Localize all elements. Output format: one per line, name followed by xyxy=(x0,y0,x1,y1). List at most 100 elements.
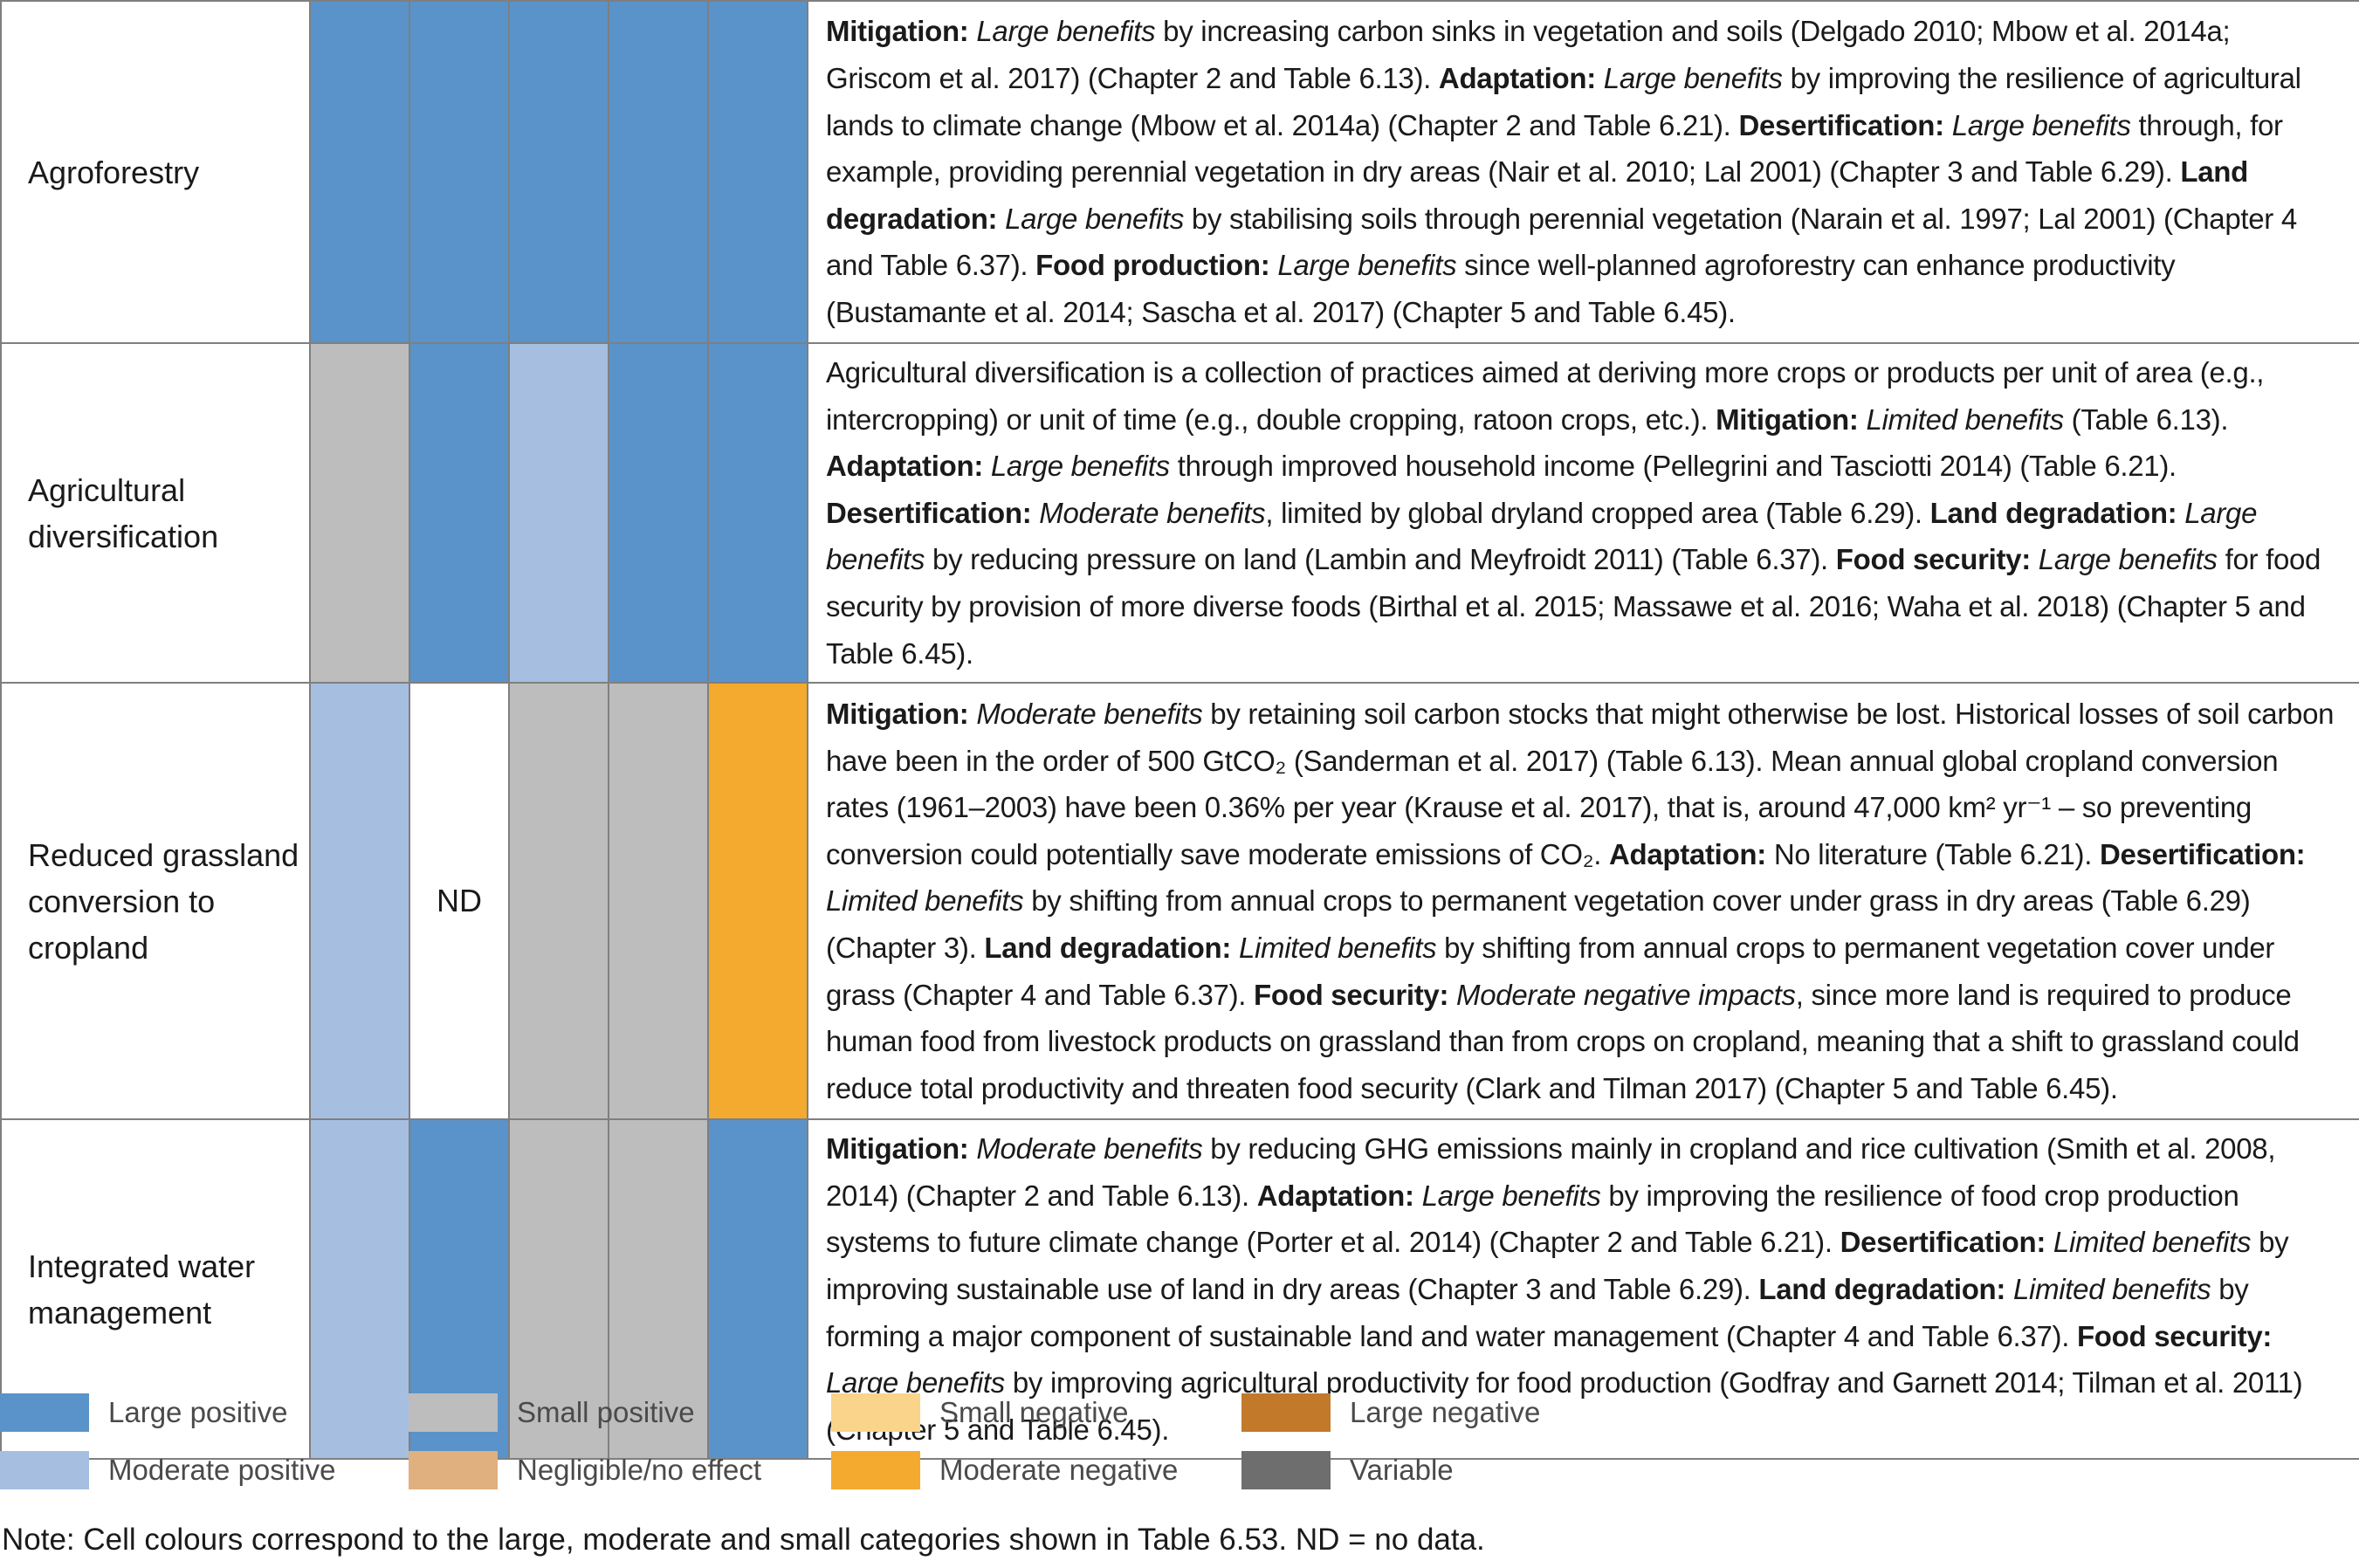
description-text: by improving sustainable use of land in … xyxy=(826,1226,2289,1305)
legend-label: Small positive xyxy=(517,1396,695,1428)
legend-label: Small negative xyxy=(939,1396,1129,1428)
legend-item: Variable xyxy=(1241,1451,1643,1491)
description-emphasis: Moderate benefits xyxy=(976,697,1203,730)
description-emphasis: Large benefits xyxy=(1603,62,1783,95)
description-text: by shifting from annual crops to permane… xyxy=(826,884,2251,964)
description-emphasis: Large benefits xyxy=(1277,249,1457,282)
description-heading: Adaptation: xyxy=(826,450,991,483)
impact-cell xyxy=(707,1118,808,1461)
legend-item: Moderate negative xyxy=(831,1451,1233,1491)
impact-cell xyxy=(508,341,609,684)
description-text: No literature (Table 6.21). xyxy=(1773,837,2100,870)
description-emphasis: Limited benefits xyxy=(2012,1272,2211,1305)
impact-cell xyxy=(707,682,808,1121)
description-heading: Food production: xyxy=(1035,249,1278,282)
option-name-line: diversification xyxy=(28,518,219,554)
option-name: Reduced grassland conversion to cropland xyxy=(0,682,311,1121)
impact-cell xyxy=(508,0,609,344)
impact-cell xyxy=(409,341,510,684)
option-name: Agroforestry xyxy=(0,0,311,344)
impact-cell xyxy=(309,0,410,344)
description-emphasis: Large benefits xyxy=(976,15,1156,48)
description-emphasis: Limited benefits xyxy=(826,884,1024,918)
description-heading: Mitigation: xyxy=(826,697,977,730)
impact-cell xyxy=(508,1118,609,1461)
impact-cell xyxy=(707,341,808,684)
legend-item: Large positive xyxy=(0,1393,402,1434)
legend-swatch xyxy=(831,1393,920,1432)
table-row: Integrated water management Mitigation: Mo… xyxy=(0,1118,2359,1461)
description-emphasis: Large benefits xyxy=(826,1366,1005,1400)
option-description: Mitigation: Large benefits by increasing… xyxy=(807,0,2359,344)
description-emphasis: Large benefits xyxy=(2038,543,2218,576)
response-options-table: Agroforestry Mitigation: Large benefits b… xyxy=(0,0,2359,1461)
impact-cell xyxy=(309,682,410,1121)
option-name-line: conversion to xyxy=(28,883,216,919)
description-heading: Land degradation: xyxy=(1929,496,2185,529)
description-heading: Mitigation: xyxy=(826,1132,977,1166)
description-emphasis: Large benefits xyxy=(1421,1179,1601,1212)
description-text: by reducing pressure on land (Lambin and… xyxy=(925,543,1836,576)
legend-item: Negligible/no effect xyxy=(409,1451,810,1491)
description-text: since well-planned agroforestry can enha… xyxy=(826,249,2176,328)
description-heading: Food security: xyxy=(1835,543,2039,576)
table-row: Agroforestry Mitigation: Large benefits b… xyxy=(0,0,2359,344)
description-emphasis: Large benefits xyxy=(1951,108,2131,141)
description-heading: Desertification: xyxy=(826,496,1040,529)
description-text: by forming a major component of sustaina… xyxy=(826,1272,2249,1352)
description-emphasis: Large benefits xyxy=(826,496,2258,576)
description-heading: Desertification: xyxy=(2099,837,2306,870)
description-emphasis: Limited benefits xyxy=(2053,1226,2252,1259)
legend-item: Moderate positive xyxy=(0,1451,402,1491)
option-name-line: cropland xyxy=(28,929,149,966)
description-text: by reducing GHG emissions mainly in crop… xyxy=(826,1132,2276,1212)
description-heading: Desertification: xyxy=(1840,1226,2053,1259)
impact-cell: ND xyxy=(409,682,510,1121)
description-text: by increasing carbon sinks in vegetation… xyxy=(826,15,2231,95)
table-note: Note: Cell colours correspond to the lar… xyxy=(2,1523,1485,1557)
impact-cell xyxy=(309,341,410,684)
option-name-line: Reduced grassland xyxy=(28,836,299,873)
legend-swatch xyxy=(409,1451,498,1489)
table-row: Reduced grassland conversion to cropland ND… xyxy=(0,682,2359,1121)
legend-swatch xyxy=(1241,1451,1331,1489)
legend: Large positive Moderate positive Small p… xyxy=(0,1393,2359,1498)
description-text: through, for example, providing perennia… xyxy=(826,108,2283,189)
description-text: for food security by provision of more d… xyxy=(826,543,2321,670)
legend-swatch xyxy=(409,1393,498,1432)
legend-label: Moderate negative xyxy=(939,1454,1179,1486)
description-emphasis: Moderate negative impacts xyxy=(1456,978,1796,1011)
option-name-line: management xyxy=(28,1294,212,1331)
legend-label: Large positive xyxy=(108,1396,288,1428)
table-row: Agricultural diversification Agricultural … xyxy=(0,341,2359,684)
description-emphasis: Moderate benefits xyxy=(1039,496,1266,529)
legend-swatch xyxy=(0,1451,89,1489)
impact-cell xyxy=(608,0,709,344)
impact-cell xyxy=(309,1118,410,1461)
legend-swatch xyxy=(1241,1393,1331,1432)
description-emphasis: Limited benefits xyxy=(1866,402,2064,436)
impact-cell xyxy=(508,682,609,1121)
description-text: by retaining soil carbon stocks that mig… xyxy=(826,697,2335,870)
description-heading: Land degradation: xyxy=(984,931,1239,964)
option-description: Mitigation: Moderate benefits by retaini… xyxy=(807,682,2359,1121)
option-description: Agricultural diversification is a collec… xyxy=(807,341,2359,684)
description-text: by improving the resilience of agricultu… xyxy=(826,62,2301,141)
table-body: Agroforestry Mitigation: Large benefits b… xyxy=(0,0,2359,1461)
legend-label: Moderate positive xyxy=(108,1454,336,1486)
legend-item: Large negative xyxy=(1241,1393,1643,1434)
description-text: , since more land is required to produce… xyxy=(826,978,2300,1104)
legend-swatch xyxy=(0,1393,89,1432)
description-emphasis: Large benefits xyxy=(1005,202,1185,235)
description-heading: Adaptation: xyxy=(1256,1179,1422,1212)
description-emphasis: Large benefits xyxy=(990,450,1170,483)
option-name-line: Agricultural xyxy=(28,471,186,508)
impact-cell xyxy=(707,0,808,344)
legend-item: Small negative xyxy=(831,1393,1233,1434)
description-emphasis: Moderate benefits xyxy=(976,1132,1203,1166)
description-heading: Land degradation: xyxy=(826,155,2248,235)
description-emphasis: Limited benefits xyxy=(1238,931,1437,964)
option-name-line: Integrated water xyxy=(28,1248,256,1284)
description-heading: Land degradation: xyxy=(1758,1272,2013,1305)
